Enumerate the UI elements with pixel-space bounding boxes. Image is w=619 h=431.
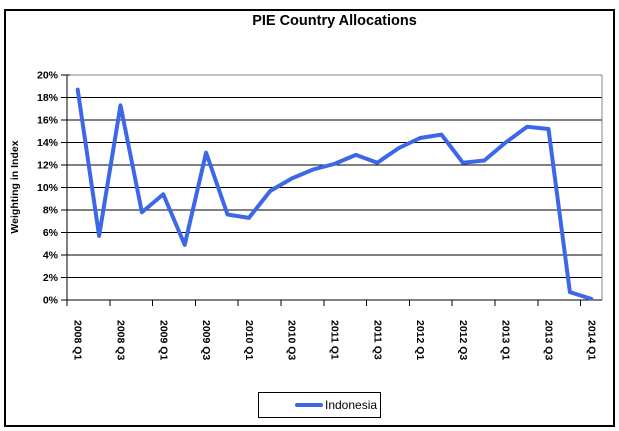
y-tick-label: 20% <box>37 70 59 82</box>
x-tick-label: 2011 Q3 <box>371 320 383 360</box>
x-tick-label: 2013 Q1 <box>500 320 512 360</box>
x-tick-label: 2012 Q1 <box>414 320 426 360</box>
x-tick-label: 2009 Q1 <box>157 320 169 360</box>
x-tick-label: 2009 Q3 <box>200 320 212 360</box>
y-tick-label: 6% <box>43 227 59 239</box>
y-tick-label: 12% <box>37 160 59 172</box>
x-tick-label: 2008 Q3 <box>115 320 127 360</box>
x-tick-label: 2012 Q3 <box>457 320 469 360</box>
y-tick-label: 14% <box>37 137 59 149</box>
y-tick-label: 8% <box>43 205 59 217</box>
x-tick-label: 2013 Q3 <box>543 320 555 360</box>
legend-label: Indonesia <box>325 398 378 412</box>
legend-line-sample <box>295 403 323 407</box>
legend: Indonesia <box>258 392 381 418</box>
chart-title: PIE Country Allocations <box>252 13 417 29</box>
y-tick-label: 0% <box>43 295 59 307</box>
x-tick-label: 2010 Q3 <box>286 320 298 360</box>
x-tick-label: 2011 Q1 <box>329 320 341 360</box>
y-tick-label: 10% <box>37 182 59 194</box>
x-tick-label: 2010 Q1 <box>243 320 255 360</box>
y-tick-label: 2% <box>43 272 59 284</box>
x-tick-label: 2014 Q1 <box>585 320 597 360</box>
y-tick-label: 4% <box>43 250 59 262</box>
chart-border <box>4 9 615 427</box>
series-line-indonesia <box>75 87 594 301</box>
y-tick-label: 18% <box>37 92 59 104</box>
y-tick-label: 16% <box>37 115 59 127</box>
x-tick-label: 2008 Q1 <box>72 320 84 360</box>
